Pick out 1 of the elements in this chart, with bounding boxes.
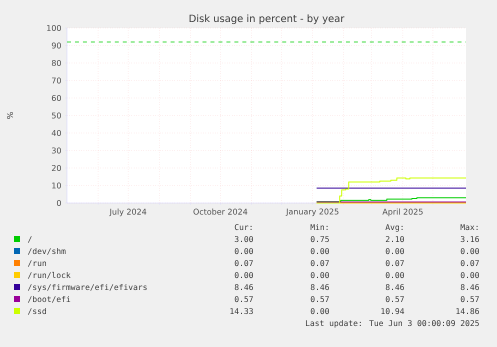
chart-title: Disk usage in percent - by year <box>190 14 344 24</box>
